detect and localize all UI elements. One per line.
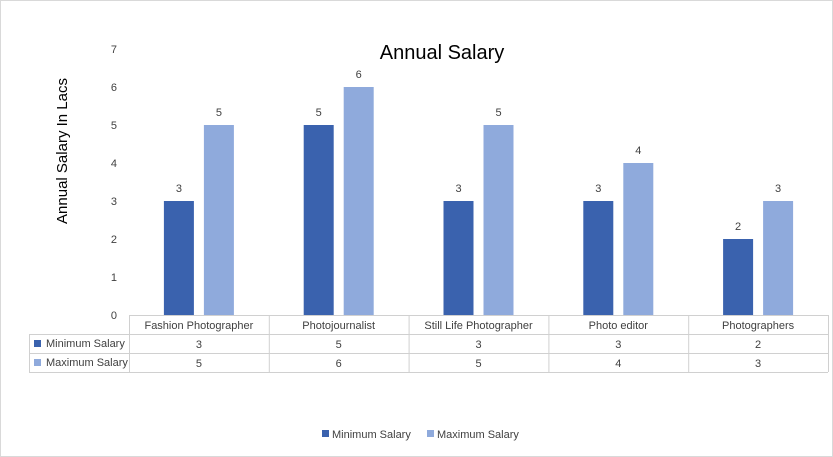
y-axis-ticks: 0 1 2 3 4 5 6 7 <box>111 44 117 322</box>
y-tick-label: 1 <box>111 272 117 284</box>
y-tick-label: 5 <box>111 120 117 132</box>
data-label: 5 <box>495 107 501 119</box>
y-tick-label: 7 <box>111 44 117 56</box>
category-label: Fashion Photographer <box>144 320 253 332</box>
data-label: 3 <box>176 183 182 195</box>
bar <box>443 201 474 315</box>
table-cell: 3 <box>196 339 202 351</box>
table-cell: 3 <box>755 358 761 370</box>
data-table: Fashion Photographer Photojournalist Still… <box>29 315 829 373</box>
table-legend-key <box>34 359 41 366</box>
y-tick-label: 4 <box>111 158 117 170</box>
data-label: 3 <box>595 183 601 195</box>
legend-swatch <box>427 430 434 437</box>
data-label: 5 <box>216 107 222 119</box>
y-tick-label: 3 <box>111 196 117 208</box>
data-label: 5 <box>316 107 322 119</box>
bar <box>623 163 654 315</box>
bar <box>303 125 334 315</box>
table-cell: 3 <box>615 339 621 351</box>
table-cell: 2 <box>755 339 761 351</box>
bar <box>583 201 614 315</box>
data-labels: 3 5 5 6 3 5 3 4 2 3 <box>176 69 781 233</box>
y-tick-label: 0 <box>111 310 117 322</box>
data-label: 2 <box>735 221 741 233</box>
bar <box>163 201 194 315</box>
bar <box>343 87 374 315</box>
table-cell: 4 <box>615 358 621 370</box>
bar <box>763 201 794 315</box>
bar <box>203 125 234 315</box>
table-cell: 6 <box>336 358 342 370</box>
category-label: Photographers <box>722 320 795 332</box>
bars <box>163 87 794 315</box>
bar <box>483 125 514 315</box>
table-cell: 5 <box>196 358 202 370</box>
category-label: Still Life Photographer <box>424 320 533 332</box>
table-row-label: Minimum Salary <box>46 338 125 350</box>
bar <box>723 239 754 315</box>
chart-title: Annual Salary <box>380 42 505 64</box>
table-cell: 3 <box>475 339 481 351</box>
legend-swatch <box>322 430 329 437</box>
y-tick-label: 6 <box>111 82 117 94</box>
category-label: Photo editor <box>589 320 649 332</box>
data-label: 3 <box>775 183 781 195</box>
table-cell: 5 <box>336 339 342 351</box>
data-label: 3 <box>455 183 461 195</box>
category-label: Photojournalist <box>302 320 375 332</box>
legend-label: Minimum Salary <box>332 429 411 441</box>
legend-label: Maximum Salary <box>437 429 519 441</box>
y-tick-label: 2 <box>111 234 117 246</box>
table-row-label: Maximum Salary <box>46 357 128 369</box>
y-axis-label: Annual Salary In Lacs <box>54 78 71 224</box>
table-cell: 5 <box>475 358 481 370</box>
table-legend-key <box>34 340 41 347</box>
data-label: 4 <box>635 145 641 157</box>
data-label: 6 <box>356 69 362 81</box>
legend: Minimum Salary Maximum Salary <box>322 429 519 441</box>
